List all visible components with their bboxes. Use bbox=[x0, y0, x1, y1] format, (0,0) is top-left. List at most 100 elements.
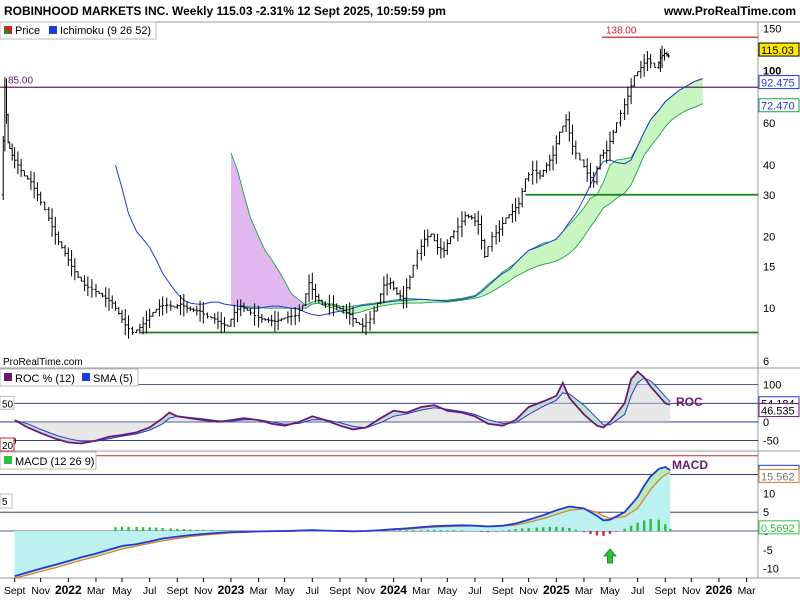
x-tick-label: May bbox=[437, 585, 458, 597]
x-tick-label: May bbox=[600, 585, 621, 597]
histogram-bar bbox=[473, 530, 477, 532]
histogram-bar bbox=[439, 530, 443, 531]
macd-icon bbox=[4, 456, 12, 464]
histogram-bar bbox=[535, 527, 538, 531]
price-y-tick: 6 bbox=[763, 356, 769, 368]
histogram-bar bbox=[555, 526, 558, 531]
x-tick-label: May bbox=[112, 585, 133, 597]
price-y-tick: 30 bbox=[763, 190, 775, 202]
histogram-bar bbox=[202, 529, 205, 531]
x-tick-label: Mar bbox=[575, 585, 594, 597]
x-tick-label: Sept bbox=[654, 585, 676, 597]
histogram-bar bbox=[141, 527, 145, 531]
histogram-bar bbox=[501, 530, 504, 532]
price-y-tick: 150 bbox=[763, 24, 781, 36]
value-box bbox=[758, 520, 800, 535]
histogram-bar bbox=[176, 528, 179, 531]
roc-zero-fill bbox=[14, 371, 671, 444]
value-box-label: 15.562 bbox=[761, 471, 795, 483]
histogram-bar bbox=[561, 527, 565, 531]
price-legend-box bbox=[0, 21, 157, 40]
value-box-label: 46.535 bbox=[761, 406, 795, 418]
price-y-tick: 10 bbox=[763, 303, 775, 315]
macd-title: MACD bbox=[672, 458, 708, 472]
x-tick-label: Nov bbox=[682, 585, 701, 597]
histogram-bar bbox=[195, 529, 199, 531]
watermark: ProRealTime.com bbox=[3, 357, 83, 368]
histogram-bar bbox=[636, 522, 639, 531]
roc-line bbox=[14, 370, 671, 445]
histogram-bar bbox=[480, 530, 483, 532]
histogram-bar bbox=[507, 529, 511, 531]
price-y-tick: 40 bbox=[763, 160, 775, 172]
histogram-bar bbox=[542, 527, 545, 531]
histogram-bar bbox=[420, 530, 423, 531]
histogram-bar bbox=[148, 527, 151, 531]
x-tick-label: Mar bbox=[250, 585, 269, 597]
roc-y-tick: 100 bbox=[763, 380, 781, 392]
value-box bbox=[758, 75, 800, 90]
histogram-bar bbox=[657, 519, 660, 531]
x-tick-label: Mar bbox=[412, 585, 431, 597]
histogram-bar bbox=[615, 530, 618, 532]
histogram-bar bbox=[236, 530, 239, 532]
x-tick-label: Nov bbox=[194, 585, 213, 597]
legend-macd-label: MACD (12 26 9) bbox=[15, 456, 94, 468]
buy-arrow-icon bbox=[603, 548, 617, 564]
histogram-bar bbox=[602, 530, 605, 536]
histogram-bar bbox=[411, 530, 415, 531]
histogram-bar bbox=[608, 530, 612, 534]
cloud-span-a bbox=[230, 78, 703, 308]
histogram-bar bbox=[642, 520, 646, 531]
roc-y-tick: -50 bbox=[763, 436, 779, 448]
histogram-bar bbox=[595, 530, 599, 536]
histogram-bar bbox=[514, 529, 517, 531]
macd-left-label: 20 bbox=[2, 441, 14, 452]
x-tick-label: May bbox=[275, 585, 296, 597]
x-tick-label: Nov bbox=[519, 585, 538, 597]
x-tick-label: Sept bbox=[329, 585, 351, 597]
histogram-bar bbox=[154, 527, 158, 531]
macd-y-tick: -5 bbox=[763, 545, 773, 557]
macd-left-label-box bbox=[0, 493, 13, 509]
macd-y-tick: 5 bbox=[763, 507, 769, 519]
roc-y-tick: 0 bbox=[763, 417, 769, 429]
x-tick-label: 2026 bbox=[706, 583, 733, 597]
histogram-bar bbox=[486, 530, 490, 533]
histogram-bar bbox=[169, 528, 172, 531]
roc-left-label-box bbox=[0, 395, 15, 410]
histogram-bar bbox=[574, 529, 578, 531]
histogram-bar bbox=[623, 528, 626, 531]
chart-title: ROBINHOOD MARKETS INC. Weekly 115.03 -2.… bbox=[4, 4, 446, 18]
x-tick-label: Jul bbox=[143, 585, 156, 597]
x-tick-label: Sept bbox=[4, 585, 26, 597]
histogram-bar bbox=[582, 530, 586, 533]
cloud-span-b bbox=[230, 103, 703, 314]
histogram-bar bbox=[494, 530, 498, 532]
value-box bbox=[758, 98, 800, 113]
histogram-bar bbox=[398, 530, 402, 531]
level-label: 138.00 bbox=[606, 25, 637, 36]
value-box bbox=[758, 468, 800, 483]
value-box bbox=[758, 403, 800, 418]
macd-y-tick: 10 bbox=[763, 488, 775, 500]
x-tick-label: Jul bbox=[306, 585, 319, 597]
roc-icon bbox=[4, 373, 12, 381]
macd-left-label-box bbox=[0, 437, 15, 452]
histogram-bar bbox=[520, 528, 524, 531]
histogram-bar bbox=[223, 530, 226, 531]
sma-icon bbox=[82, 373, 90, 381]
macd-area-fill bbox=[14, 467, 671, 577]
histogram-bar bbox=[135, 526, 138, 531]
macd-line bbox=[14, 466, 671, 577]
x-tick-label: Jul bbox=[631, 585, 644, 597]
x-tick-label: Sept bbox=[166, 585, 188, 597]
histogram-bar bbox=[189, 529, 192, 531]
histogram-bar bbox=[216, 530, 220, 531]
histogram-bar bbox=[229, 530, 233, 531]
histogram-bar bbox=[114, 527, 117, 531]
x-tick-label: Nov bbox=[31, 585, 50, 597]
price-icon-green bbox=[4, 30, 8, 34]
